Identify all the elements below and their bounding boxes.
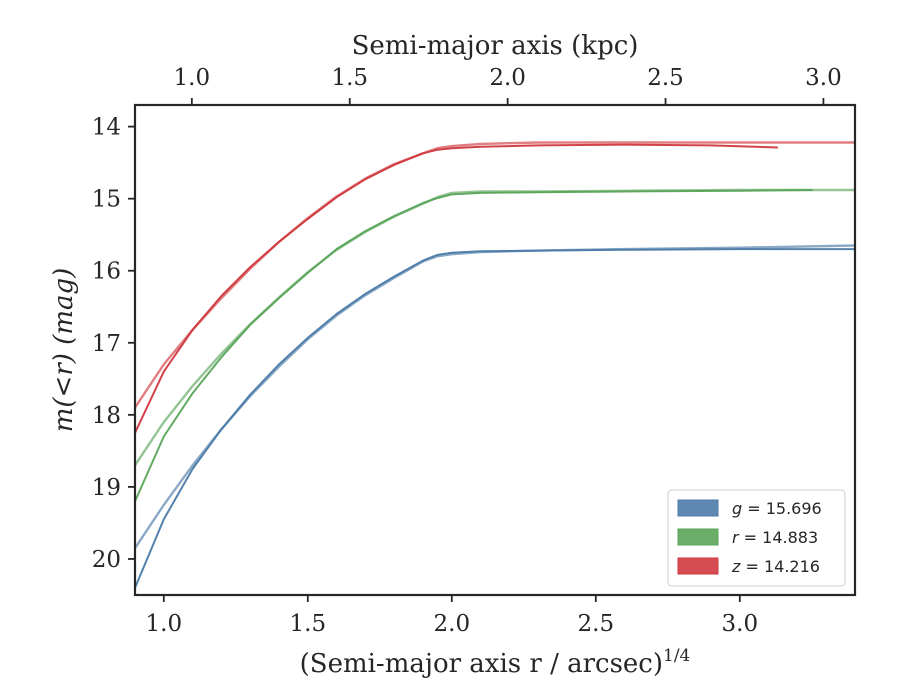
x-axis-title: (Semi-major axis r / arcsec)1/4 — [300, 646, 691, 679]
x-tick-label: 3.0 — [722, 611, 759, 637]
x-axis-ticks: 1.0 1.5 2.0 2.5 3.0 — [146, 595, 759, 637]
top-x-tick-label: 2.5 — [647, 65, 684, 91]
series-g-curve-2 — [135, 244, 855, 550]
legend: g = 15.696 r = 14.883 z = 14.216 — [667, 489, 846, 587]
x-tick-label: 1.0 — [146, 611, 183, 637]
series-layer — [135, 141, 855, 589]
top-x-axis-ticks: 1.0 1.5 2.0 2.5 3.0 — [174, 65, 842, 105]
top-x-tick-label: 1.0 — [174, 65, 211, 91]
y-tick-label: 15 — [92, 187, 121, 213]
y-tick-label: 18 — [92, 403, 121, 429]
series-r-curve-1 — [135, 189, 813, 503]
series-r-curve-2 — [135, 188, 855, 467]
y-tick-label: 14 — [92, 115, 121, 141]
x-axis-title-main: (Semi-major axis r / arcsec) — [300, 649, 663, 679]
plot-frame — [133, 103, 857, 597]
y-tick-label: 19 — [92, 475, 121, 501]
y-axis-ticks: 14 15 16 17 18 19 20 — [92, 115, 135, 573]
x-tick-label: 1.5 — [290, 611, 327, 637]
x-tick-label: 2.5 — [578, 611, 615, 637]
y-tick-label: 16 — [92, 259, 121, 285]
top-x-tick-label: 3.0 — [805, 65, 842, 91]
top-x-tick-label: 2.0 — [489, 65, 526, 91]
top-x-tick-label: 1.5 — [331, 65, 368, 91]
x-axis-title-superscript: 1/4 — [663, 646, 690, 666]
legend-label-z: z = 14.216 — [731, 557, 820, 576]
y-axis-title: m(<r) (mag) — [49, 268, 79, 433]
legend-swatch-r — [677, 528, 719, 546]
x-tick-label: 2.0 — [434, 611, 471, 637]
legend-label-r: r = 14.883 — [732, 528, 818, 547]
top-x-axis-title: Semi-major axis (kpc) — [352, 31, 639, 61]
y-tick-label: 20 — [92, 547, 121, 573]
legend-swatch-g — [677, 499, 719, 517]
legend-swatch-z — [677, 557, 719, 575]
y-tick-label: 17 — [92, 331, 121, 357]
series-z-curve-2 — [135, 141, 855, 409]
legend-label-g: g = 15.696 — [732, 499, 822, 518]
